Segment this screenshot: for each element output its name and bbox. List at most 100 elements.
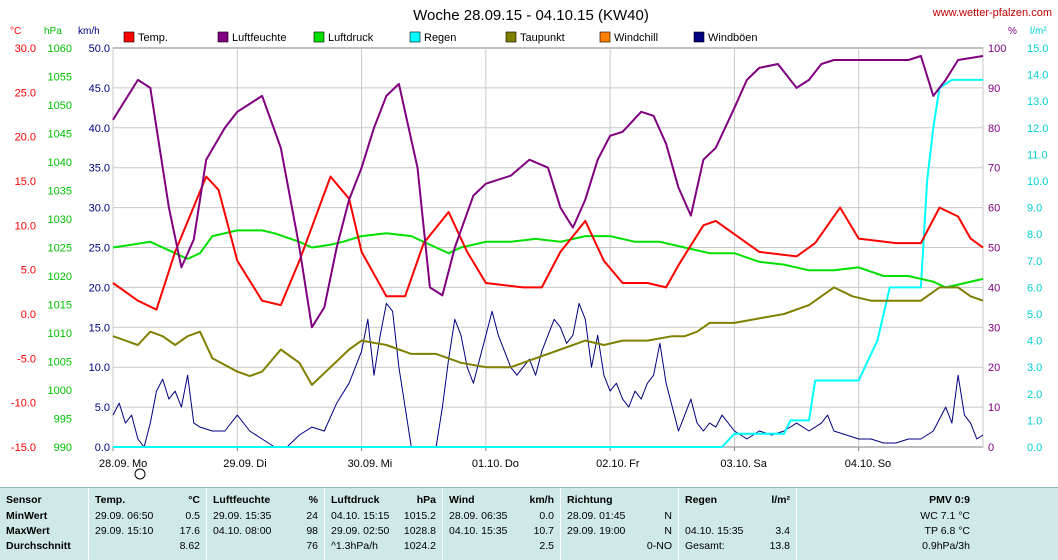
- legend-swatch: [217, 31, 229, 43]
- temp-tick: 15.0: [15, 176, 36, 188]
- stats-header-sensor: Sensor: [6, 494, 42, 506]
- rain-tick: 11.0: [1027, 149, 1048, 161]
- kmh-tick: 25.0: [89, 243, 110, 255]
- stats-unit-regen: l/m²: [771, 494, 790, 506]
- rain-tick: 12.0: [1027, 123, 1048, 135]
- pct-tick: 80: [988, 123, 1000, 135]
- series-line-luftfeuchte: [112, 55, 984, 329]
- temp-max-value: 17.6: [179, 525, 200, 537]
- druck-avg-value: 1024.2: [403, 540, 436, 552]
- legend-label: Regen: [424, 32, 456, 44]
- rain-tick: 2.0: [1027, 389, 1042, 401]
- stats-header-richtung: Richtung: [567, 494, 613, 506]
- legend-label: Windböen: [708, 32, 758, 44]
- temp-max-time: 29.09. 15:10: [95, 525, 154, 537]
- temp-tick: -10.0: [11, 398, 36, 410]
- legend-label: Temp.: [138, 32, 168, 44]
- x-label-day: Mi: [381, 458, 393, 470]
- kmh-tick: 35.0: [89, 163, 110, 175]
- series-line-luftdruck: [112, 229, 984, 289]
- legend-swatch: [505, 31, 517, 43]
- pmv-trend: 0.9hPa/3h: [922, 540, 970, 552]
- series-line-taupunkt: [112, 286, 984, 386]
- weather-chart: Woche 28.09.15 - 04.10.15 (KW40) www.wet…: [10, 7, 1052, 480]
- hpa-tick: 1050: [48, 100, 72, 112]
- stats-header-feuchte: Luftfeuchte: [213, 494, 271, 506]
- legend-swatch: [123, 31, 135, 43]
- stats-header-druck: Luftdruck: [331, 494, 380, 506]
- richtung-min-value: N: [664, 510, 672, 522]
- stats-header-temp: Temp.: [95, 494, 126, 506]
- stats-unit-druck: hPa: [416, 494, 436, 506]
- druck-max-value: 1028.8: [403, 525, 436, 537]
- pct-tick: 90: [988, 83, 1000, 95]
- temp-axis-unit: °C: [10, 26, 21, 37]
- temp-tick: 30.0: [15, 43, 36, 55]
- rain-tick: 7.0: [1027, 256, 1042, 268]
- temp-tick: -15.0: [11, 442, 36, 454]
- chart-title: Woche 28.09.15 - 04.10.15 (KW40): [413, 7, 649, 24]
- hpa-tick: 1055: [48, 72, 72, 84]
- pct-tick: 40: [988, 282, 1000, 294]
- wind-max-time: 04.10. 15:35: [449, 525, 508, 537]
- legend-swatch: [599, 31, 611, 43]
- legend-swatch: [409, 31, 421, 43]
- feuchte-max-value: 98: [306, 525, 318, 537]
- x-label-date: 03.10.: [720, 458, 751, 470]
- kmh-tick: 30.0: [89, 203, 110, 215]
- row-label-avg: Durchschnitt: [6, 540, 71, 552]
- temp-tick: 5.0: [21, 265, 36, 277]
- legend-label: Taupunkt: [520, 32, 565, 44]
- axes: °C hPa km/h% l/m² 30.0 25.0 20.0 15.0 10.0 5.0 0.0…: [10, 26, 1048, 480]
- stats-pmv-col: PMV 0:9 WC 7.1 °C TP 6.8 °C 0.9hPa/3h: [796, 488, 1058, 560]
- stats-table: Sensor MinWert MaxWert Durchschnitt Temp…: [0, 487, 1058, 560]
- rain-tick: 9.0: [1027, 203, 1042, 215]
- stats-header-wind: Wind: [449, 494, 475, 506]
- pct-tick: 20: [988, 362, 1000, 374]
- legend: Temp. Luftfeuchte Luftdruck Regen Taupunkt Wi…: [123, 31, 758, 44]
- rain-tick: 1.0: [1027, 415, 1042, 427]
- kmh-tick: 5.0: [95, 402, 110, 414]
- rain-tick: 0.0: [1027, 442, 1042, 454]
- regen-max-time: 04.10. 15:35: [685, 525, 744, 537]
- x-label-date: 04.10.: [845, 458, 876, 470]
- hpa-tick: 1035: [48, 186, 72, 198]
- hpa-tick: 1015: [48, 300, 72, 312]
- kmh-tick: 40.0: [89, 123, 110, 135]
- temp-tick: 20.0: [15, 132, 36, 144]
- x-label-date: 29.09.: [223, 458, 254, 470]
- rain-tick: 4.0: [1027, 336, 1042, 348]
- stats-unit-temp: °C: [188, 494, 200, 506]
- wind-min-time: 28.09. 06:35: [449, 510, 508, 522]
- hpa-tick: 1040: [48, 157, 72, 169]
- pct-tick: 0: [988, 442, 994, 454]
- hpa-tick: 1020: [48, 271, 72, 283]
- series-line-regen: [113, 78, 983, 448]
- stats-wind-col: Wind km/h 28.09. 06:35 0.0 04.10. 15:35 …: [442, 488, 560, 560]
- wind-min-value: 0.0: [539, 510, 554, 522]
- regen-max-value: 3.4: [775, 525, 790, 537]
- website-link[interactable]: www.wetter-pfalzen.com: [932, 7, 1052, 19]
- kmh-axis-unit: km/h: [78, 26, 100, 37]
- row-label-min: MinWert: [6, 510, 48, 522]
- wind-avg-value: 2.5: [539, 540, 554, 552]
- rain-tick: 15.0: [1027, 43, 1048, 55]
- pmv-wc: WC 7.1 °C: [920, 510, 970, 522]
- stats-richtung-col: Richtung 28.09. 01:45 N 29.09. 19:00 N 0…: [560, 488, 678, 560]
- x-label-day: Do: [505, 458, 519, 470]
- druck-min-value: 1015.2: [403, 510, 436, 522]
- rain-tick: 13.0: [1027, 96, 1048, 108]
- regen-total-value: 13.8: [769, 540, 790, 552]
- hpa-tick: 1030: [48, 214, 72, 226]
- wind-max-value: 10.7: [533, 525, 554, 537]
- richtung-min-time: 28.09. 01:45: [567, 510, 626, 522]
- grid: [112, 47, 984, 448]
- kmh-tick: 0.0: [95, 442, 110, 454]
- stats-druck-col: Luftdruck hPa 04.10. 15:15 1015.2 29.09.…: [324, 488, 442, 560]
- druck-max-time: 29.09. 02:50: [331, 525, 390, 537]
- feuchte-min-time: 29.09. 15:35: [213, 510, 272, 522]
- rain-tick: 10.0: [1027, 176, 1048, 188]
- kmh-tick: 20.0: [89, 282, 110, 294]
- stats-sensor-col: Sensor MinWert MaxWert Durchschnitt: [0, 488, 88, 560]
- stats-header-regen: Regen: [685, 494, 718, 506]
